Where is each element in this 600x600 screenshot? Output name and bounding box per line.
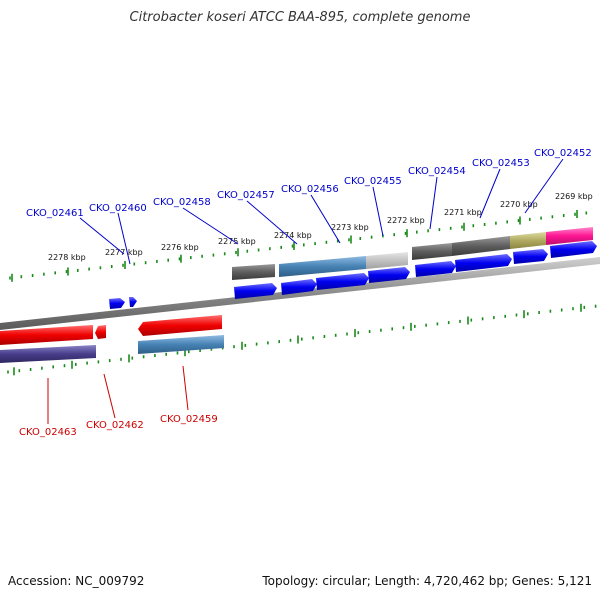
forward-gene-track [109,241,597,309]
gene-arrow-forward[interactable] [109,298,125,309]
gene-arrow-forward[interactable] [550,241,597,258]
topology-label: Topology: circular; Length: 4,720,462 bp… [262,574,592,588]
reverse-gene-labels: CKO_02463 CKO_02462 CKO_02459 [19,365,218,438]
gene-arrow-forward[interactable] [281,279,317,295]
segment [0,345,96,363]
gene-label-cko-02463[interactable]: CKO_02463 [19,427,77,438]
gene-label-cko-02462[interactable]: CKO_02462 [86,420,144,431]
gene-label-cko-02460[interactable]: CKO_02460 [89,203,147,214]
leader-line [103,373,116,419]
protein-family-bar-forward [232,227,593,280]
map-title: Citrobacter koseri ATCC BAA-895, complet… [129,10,471,25]
kbp-labels: 2269 kbp 2270 kbp 2271 kbp 2272 kbp 2273… [48,192,593,262]
gene-arrow-forward[interactable] [234,283,277,299]
gene-arrow-forward[interactable] [316,273,369,290]
kbp-label: 2275 kbp [218,237,256,246]
kbp-label: 2271 kbp [444,208,482,217]
kbp-label: 2269 kbp [555,192,593,201]
segment [279,256,366,277]
reverse-gene-track [0,315,222,345]
segment [510,232,546,249]
genome-backbone [0,257,600,330]
leader-line [182,365,189,411]
gene-arrow-reverse[interactable] [95,325,106,339]
kbp-label: 2272 kbp [387,216,425,225]
lower-tick-row [7,303,597,376]
gene-label-cko-02459[interactable]: CKO_02459 [160,414,218,425]
gene-label-cko-02455[interactable]: CKO_02455 [344,176,402,187]
segment [452,236,510,256]
gene-arrow-forward[interactable] [368,267,410,283]
gene-arrow-forward[interactable] [129,297,137,307]
segment [412,243,452,260]
protein-family-bar-reverse [0,335,224,363]
kbp-label: 2273 kbp [331,223,369,232]
kbp-label: 2274 kbp [274,231,312,240]
kbp-label: 2270 kbp [500,200,538,209]
gene-arrow-forward[interactable] [415,261,456,277]
gene-arrow-reverse[interactable] [0,325,93,345]
upper-tick-row [9,210,588,282]
gene-label-cko-02452[interactable]: CKO_02452 [534,148,592,159]
kbp-label: 2276 kbp [161,243,199,252]
gene-label-cko-02457[interactable]: CKO_02457 [217,190,275,201]
leader-line [117,212,131,265]
gene-label-cko-02461[interactable]: CKO_02461 [26,208,84,219]
leader-line [79,217,125,255]
kbp-label: 2277 kbp [105,248,143,257]
kbp-label: 2278 kbp [48,253,86,262]
leader-line [429,176,438,230]
segment [232,264,275,280]
accession-label: Accession: NC_009792 [8,574,145,588]
leader-line [246,200,298,245]
leader-line [182,207,239,245]
leader-line [479,168,501,219]
gene-label-cko-02454[interactable]: CKO_02454 [408,166,466,177]
gene-label-cko-02458[interactable]: CKO_02458 [153,197,211,208]
segment [138,335,224,354]
forward-gene-labels: CKO_02461 CKO_02460 CKO_02458 CKO_02457 … [26,148,592,265]
leader-line [372,186,384,237]
gene-arrow-forward[interactable] [513,249,548,264]
leader-line [524,158,564,214]
segment [546,227,593,245]
segment [366,252,408,269]
gene-label-cko-02453[interactable]: CKO_02453 [472,158,530,169]
gene-arrow-reverse[interactable] [138,315,222,336]
gene-label-cko-02456[interactable]: CKO_02456 [281,184,339,195]
gene-arrow-forward[interactable] [455,254,512,272]
leader-line [310,194,341,244]
